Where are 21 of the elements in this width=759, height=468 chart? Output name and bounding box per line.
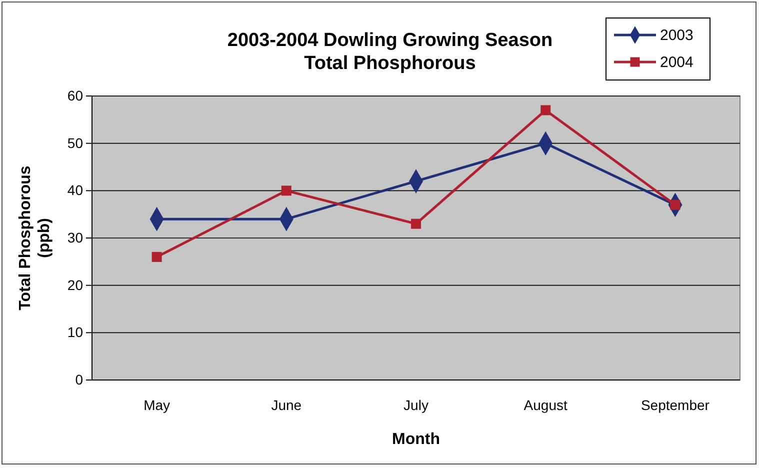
legend-label: 2003	[660, 27, 694, 44]
point	[152, 252, 162, 262]
legend-label: 2004	[660, 54, 694, 71]
y-tick-label: 10	[67, 324, 84, 340]
x-tick-label: May	[144, 396, 170, 413]
y-tick-label: 20	[67, 276, 84, 293]
x-tick-label: August	[524, 396, 568, 413]
y-tick-label: 30	[67, 229, 84, 246]
y-tick-label: 60	[67, 87, 84, 104]
y-tick-label: 50	[67, 134, 84, 151]
y-axis-title: Total Phosphorous (ppb)	[17, 166, 54, 310]
x-tick-label: September	[640, 396, 710, 413]
point	[540, 105, 551, 116]
y-tick-label: 40	[67, 182, 84, 198]
point	[281, 186, 292, 196]
x-tick-label: July	[404, 396, 428, 413]
point	[411, 218, 421, 229]
x-tick-label: June	[271, 396, 302, 413]
chart-title: 2003-2004 Dowling Growing Season Total Phosphorous	[227, 30, 553, 74]
x-axis-title: Month	[392, 431, 440, 448]
y-tick-label: 0	[75, 371, 84, 388]
